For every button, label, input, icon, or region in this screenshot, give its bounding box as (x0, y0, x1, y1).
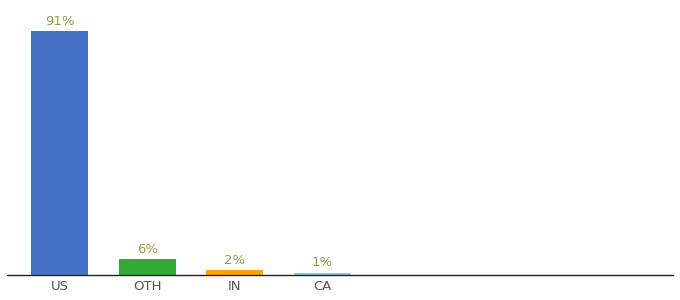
Bar (294, 272, 351, 275)
Text: 6%: 6% (137, 243, 158, 256)
Bar (119, 259, 175, 275)
Text: 91%: 91% (45, 15, 74, 28)
Bar (206, 270, 263, 275)
Bar (31, 31, 88, 275)
Text: 1%: 1% (312, 256, 333, 269)
Text: 2%: 2% (224, 254, 245, 267)
